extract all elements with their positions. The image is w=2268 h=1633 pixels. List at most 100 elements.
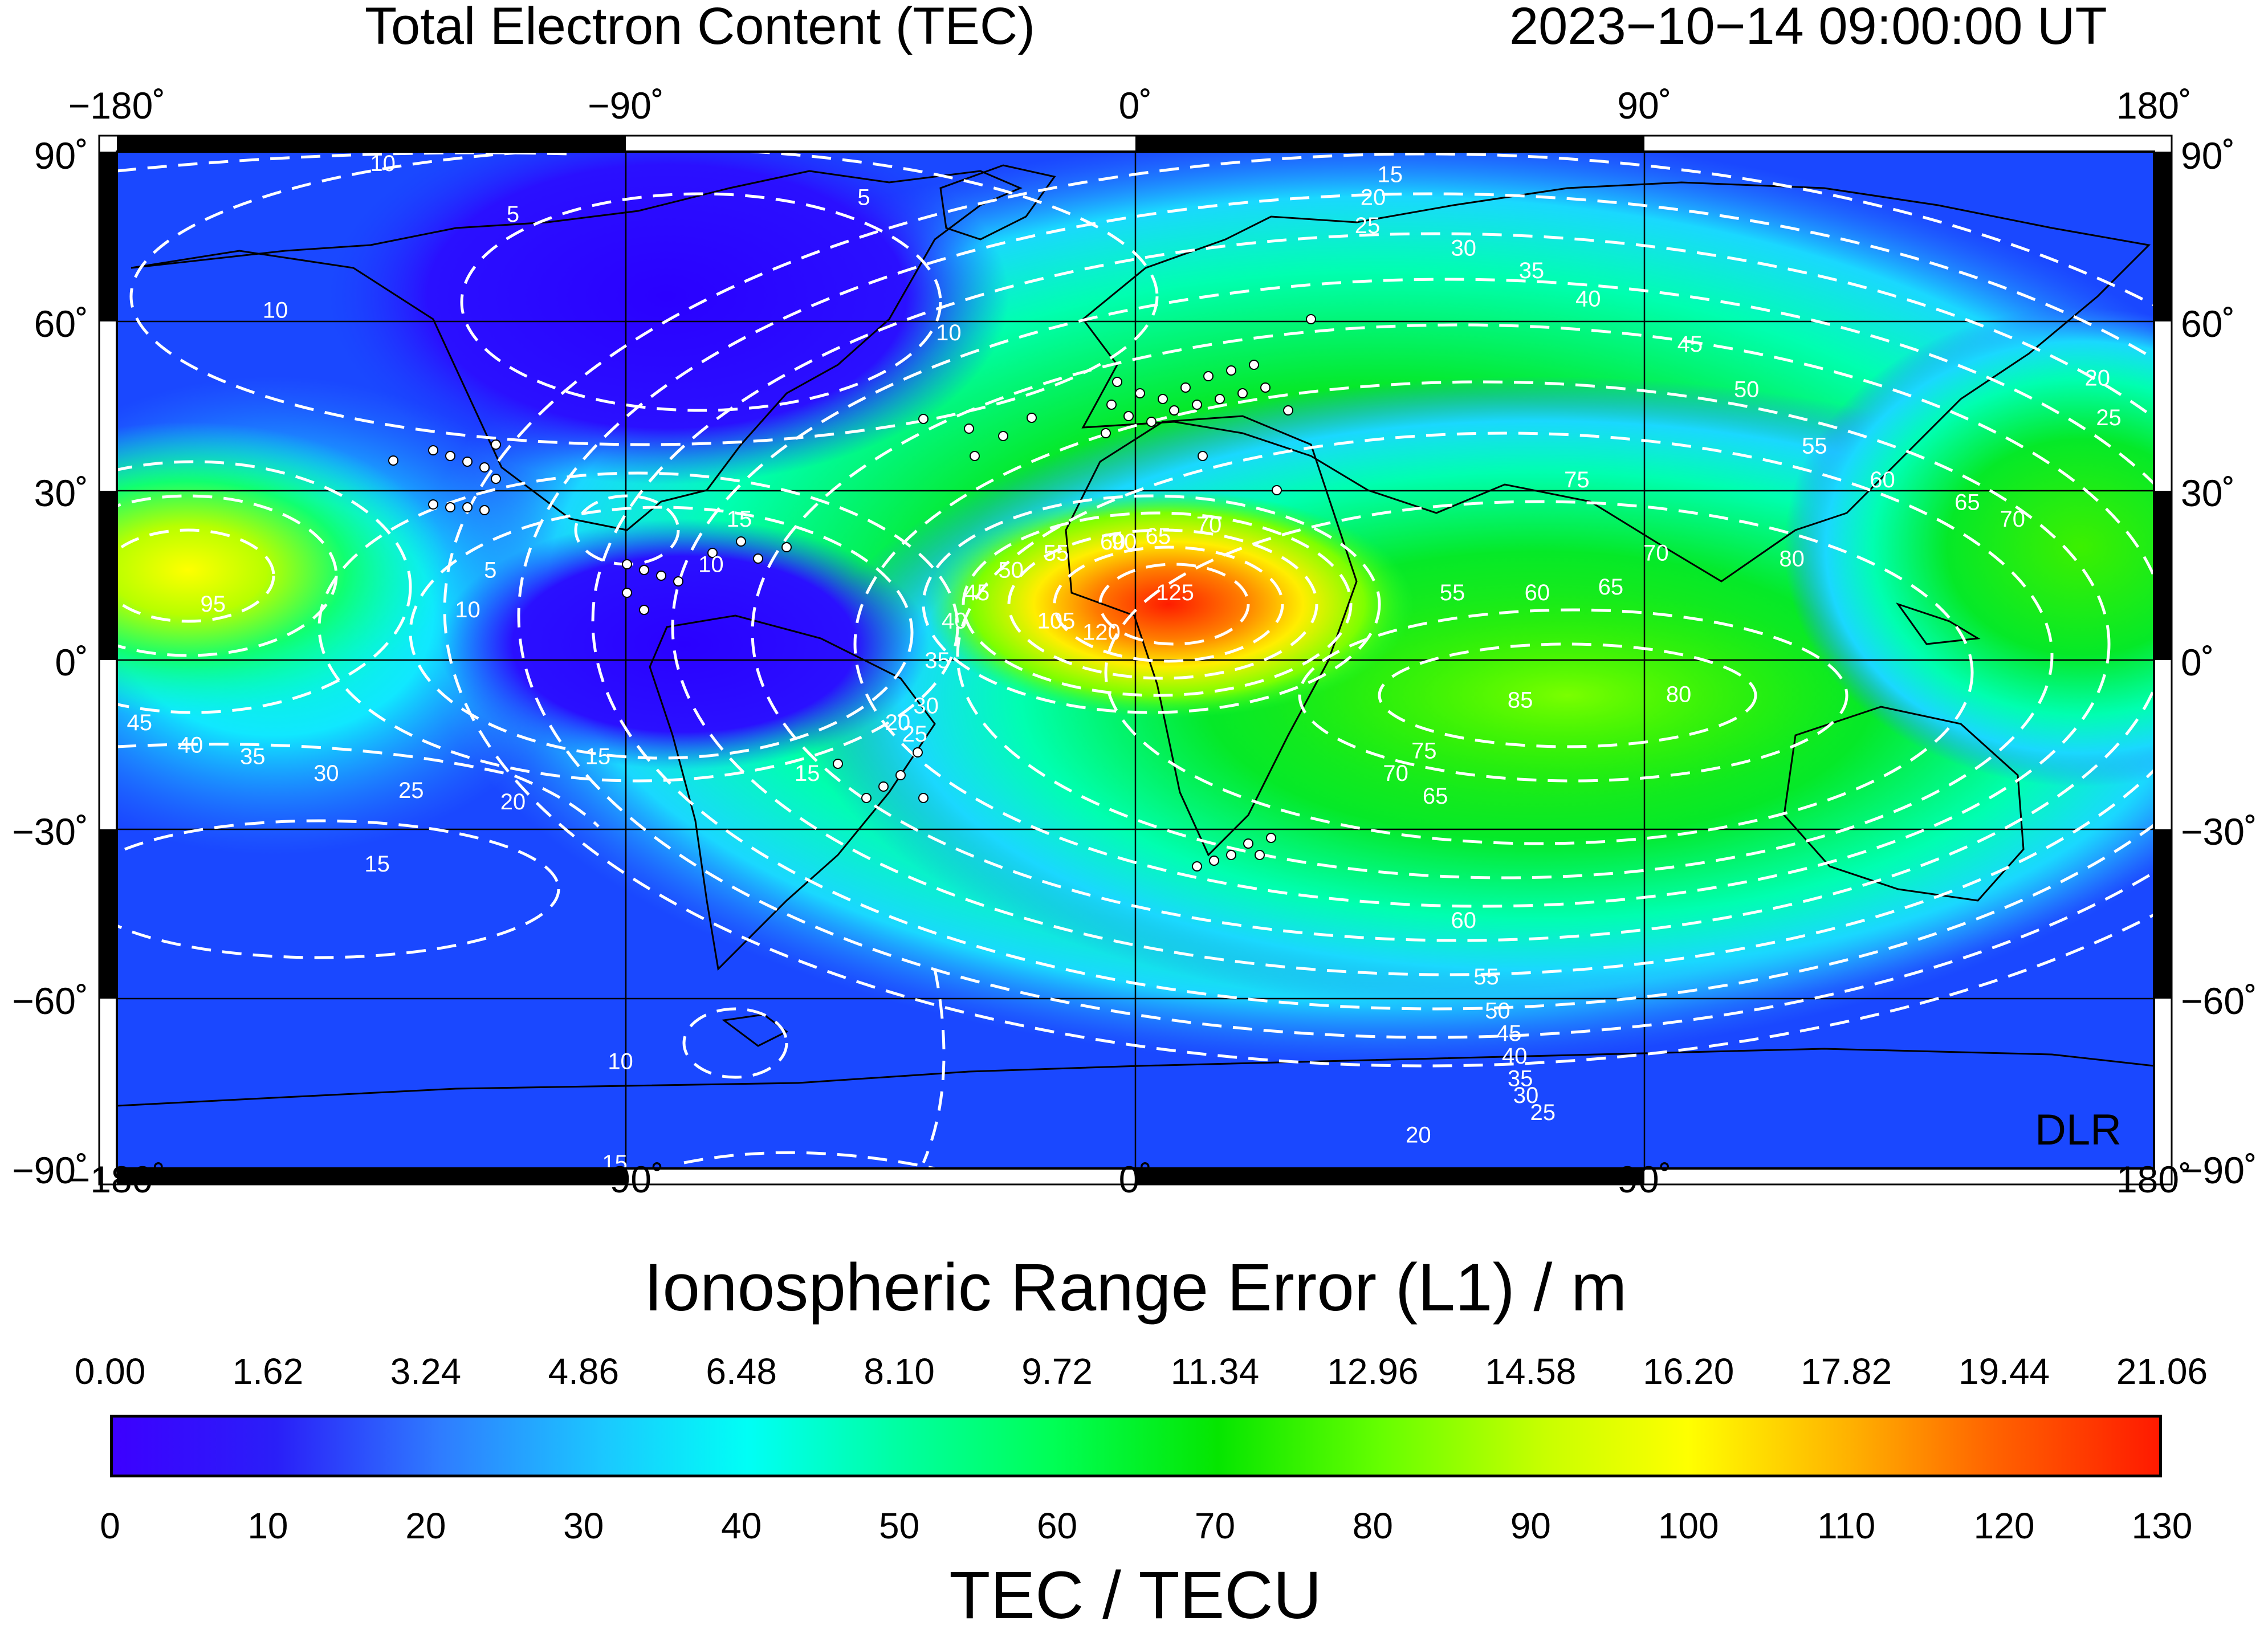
contour-label: 10 — [455, 597, 481, 622]
contour-label: 70 — [1383, 761, 1408, 786]
lon-tick-top: 90˚ — [1617, 84, 1672, 127]
colorbar-tick: 20 — [405, 1505, 446, 1546]
lat-tick-left: 60˚ — [34, 303, 88, 345]
contour-label: 15 — [727, 507, 752, 532]
lat-tick-left: −90˚ — [12, 1149, 88, 1191]
contour-label: 80 — [1779, 547, 1805, 572]
lon-tick-bottom: 180˚ — [2116, 1158, 2192, 1200]
contour-label: 125 — [1156, 580, 1194, 605]
lat-tick-left: −60˚ — [12, 980, 88, 1022]
contour-label: 15 — [1378, 162, 1403, 188]
colorbar-tick: 11.34 — [1170, 1351, 1260, 1392]
contour-label: 15 — [795, 761, 820, 786]
contour-label: 35 — [1508, 1066, 1533, 1091]
contour-label: 10 — [370, 151, 396, 176]
lat-tick-right: −90˚ — [2181, 1149, 2257, 1191]
map-title: Total Electron Content (TEC) — [365, 0, 1036, 55]
contour-label: 40 — [942, 609, 967, 634]
contour-label: 20 — [2084, 365, 2110, 390]
contour-label: 55 — [1044, 541, 1069, 566]
tec-unit-title: TEC / TECU — [949, 1558, 1322, 1633]
lon-tick-bottom: −180˚ — [68, 1158, 166, 1200]
colorbar-tick: 110 — [1817, 1505, 1876, 1546]
colorbar-tick: 80 — [1352, 1505, 1393, 1546]
contour-label: 55 — [1802, 433, 1827, 458]
contour-label: 75 — [1564, 467, 1590, 492]
contour-label: 105 — [1037, 609, 1076, 634]
contour-label: 30 — [913, 693, 939, 718]
lon-tick-top: 180˚ — [2116, 84, 2192, 127]
lon-tick-bottom: 0˚ — [1118, 1158, 1153, 1200]
colorbar-tick: 100 — [1658, 1505, 1719, 1546]
contour-label: 20 — [1361, 185, 1386, 210]
colorbar-tick: 19.44 — [1958, 1351, 2050, 1392]
contour-label: 10 — [936, 320, 962, 345]
contour-label: 30 — [313, 761, 339, 786]
contour-label: 20 — [885, 710, 911, 735]
contour-label: 20 — [500, 789, 526, 815]
contour-label: 15 — [585, 744, 611, 769]
contour-label: 50 — [1485, 998, 1510, 1023]
contour-label: 35 — [1519, 258, 1545, 283]
lon-tick-bottom: 90˚ — [1617, 1158, 1672, 1200]
colorbar-tick: 0.00 — [74, 1351, 146, 1392]
colorbar-tick: 10 — [247, 1505, 288, 1546]
contour-label: 70 — [1196, 512, 1222, 537]
colorbar-tick: 9.72 — [1021, 1351, 1093, 1392]
contour-label: 25 — [2096, 405, 2122, 430]
contour-label: 65 — [1955, 490, 1980, 515]
colorbar-tick: 1.62 — [232, 1351, 304, 1392]
contour-label: 40 — [1575, 287, 1601, 312]
coastlines — [117, 164, 2154, 1107]
contour-label: 10 — [608, 1049, 633, 1074]
colorbar-tick: 70 — [1194, 1505, 1236, 1546]
contour-label: 5 — [857, 185, 870, 210]
contour-label: 5 — [484, 557, 496, 583]
contour-label: 25 — [1355, 213, 1381, 238]
contour-label: 30 — [1513, 1083, 1539, 1108]
contour-label: 10 — [263, 298, 288, 323]
contour-label: 85 — [1508, 687, 1533, 712]
colorbar-tick: 12.96 — [1327, 1351, 1419, 1392]
contour-label: 80 — [1666, 682, 1692, 707]
lon-tick-top: 0˚ — [1118, 84, 1153, 127]
contour-label: 75 — [1411, 739, 1437, 764]
contour-label: 40 — [1502, 1044, 1528, 1069]
contour-label: 40 — [178, 733, 203, 758]
colorbar-tick: 40 — [721, 1505, 762, 1546]
lat-tick-left: 30˚ — [34, 472, 88, 514]
lat-tick-left: 0˚ — [55, 641, 88, 683]
contour-label: 60 — [1870, 467, 1895, 492]
contour-label: 55 — [1473, 964, 1499, 989]
timestamp: 2023−10−14 09:00:00 UT — [1509, 0, 2107, 55]
colorbar-tick: 0 — [100, 1505, 120, 1546]
contour-label: 60 — [1100, 530, 1126, 555]
colorbar-tick: 14.58 — [1485, 1351, 1577, 1392]
lon-tick-top: −180˚ — [68, 84, 166, 127]
contour-label: 35 — [925, 648, 950, 673]
lat-tick-right: 60˚ — [2181, 303, 2236, 345]
tec-map: 1055101015202530354045505560657075807065… — [98, 135, 2173, 1186]
gnss-stations — [388, 314, 1316, 872]
contour-label: 65 — [1423, 784, 1448, 809]
contour-label: 5 — [507, 202, 519, 227]
contour-label: 45 — [127, 710, 152, 735]
colorbar-tick: 130 — [2131, 1505, 2193, 1546]
contour-label: 20 — [1406, 1123, 1431, 1148]
contour-label: 30 — [1451, 235, 1477, 260]
map-frame — [98, 135, 2173, 1186]
contour-label: 70 — [1643, 541, 1669, 566]
contour-label: 25 — [902, 722, 928, 747]
colorbar-tick: 8.10 — [864, 1351, 935, 1392]
colorbar-tick: 21.06 — [2116, 1351, 2208, 1392]
contour-label: 50 — [998, 557, 1024, 583]
lon-tick-bottom: −90˚ — [588, 1158, 664, 1200]
contour-label: 65 — [1145, 524, 1171, 549]
lat-tick-right: 0˚ — [2181, 641, 2214, 683]
contour-label: 120 — [1082, 620, 1121, 645]
dlr-credit: DLR — [2035, 1106, 2122, 1154]
contour-label: 60 — [1451, 908, 1477, 933]
contour-label: 25 — [1530, 1100, 1556, 1125]
colorbar-tick: 17.82 — [1801, 1351, 1892, 1392]
contour-labels: 1055101015202530354045505560657075807065… — [127, 151, 2121, 1176]
